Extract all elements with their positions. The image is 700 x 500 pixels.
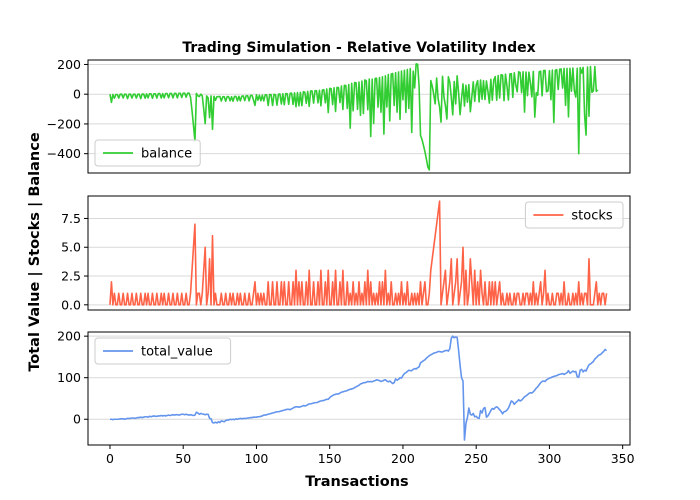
y-tick-label: −200 (47, 116, 81, 131)
panel-stocks: 7.5 5.0 2.5 0.0 stocks (61, 195, 631, 312)
panel-balance: 200 0 −200 −400 balance (47, 57, 631, 174)
x-tick-label: 200 (391, 451, 415, 466)
series-line-stocks (109, 200, 608, 306)
legend-total_value: total_value (94, 337, 232, 365)
x-tick-label: 300 (538, 451, 562, 466)
legend-label: stocks (571, 209, 612, 224)
series-line-total_value (109, 335, 608, 441)
legend-balance: balance (94, 139, 201, 167)
y-tick-label: 100 (57, 370, 81, 385)
y-tick-label: −400 (47, 146, 81, 161)
y-axis-title: Total Value | Stocks | Balance (27, 132, 43, 372)
x-tick-label: 0 (106, 451, 114, 466)
y-tick-label: 200 (57, 329, 81, 344)
panels: 200 0 −200 −400 balance 7.5 5.0 2.5 0.0 stocks 200… (47, 57, 635, 466)
legend-label: total_value (141, 345, 213, 360)
y-tick-label: 0.0 (61, 297, 81, 312)
legend-box (524, 201, 624, 229)
panel-total_value: 200 100 0 0 50 100 150 200 250 300 350 total_value (57, 329, 635, 466)
y-tick-label: 0 (73, 87, 81, 102)
y-tick-label: 2.5 (61, 269, 81, 284)
x-axis-title: Transactions (305, 474, 408, 490)
axes-frame (87, 331, 631, 446)
series-line-balance (109, 63, 599, 171)
x-tick-label: 50 (175, 451, 191, 466)
x-tick-label: 100 (245, 451, 269, 466)
y-tick-label: 5.0 (61, 240, 81, 255)
chart-title: Trading Simulation - Relative Volatility… (182, 40, 535, 56)
legend-stocks: stocks (524, 201, 624, 229)
legend-label: balance (141, 147, 192, 162)
axes-frame (87, 195, 631, 311)
y-tick-label: 0 (73, 412, 81, 427)
legend-box (94, 337, 232, 365)
x-tick-label: 150 (318, 451, 342, 466)
legend-box (94, 139, 201, 167)
x-tick-label: 350 (611, 451, 635, 466)
axes-frame (87, 59, 631, 174)
y-tick-label: 7.5 (61, 211, 81, 226)
y-tick-label: 200 (57, 57, 81, 72)
x-tick-label: 250 (464, 451, 488, 466)
